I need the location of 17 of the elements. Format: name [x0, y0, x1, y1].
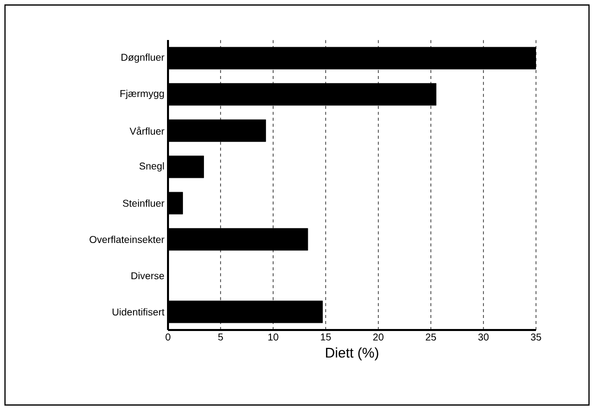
x-tick-label: 25: [426, 334, 436, 341]
y-tick-label: Overflateinsekter: [90, 236, 164, 244]
y-tick-label: Steinfluer: [122, 199, 164, 207]
x-tick-label: 35: [530, 334, 542, 341]
x-axis-title: Diett (%): [326, 347, 378, 360]
x-tick-label: 10: [268, 334, 278, 341]
y-tick-label: Fjærmygg: [120, 90, 164, 100]
y-tick-label: Uidentifisert: [112, 308, 164, 316]
x-tick-label: 5: [218, 334, 223, 340]
x-tick-label: 30: [478, 334, 489, 341]
x-tick-label: 15: [320, 334, 331, 340]
x-tick-label: 0: [166, 334, 170, 341]
y-tick-label: Diverse: [132, 272, 164, 280]
x-tick-label: 20: [373, 334, 384, 341]
y-tick-label: Døgnfluer: [122, 53, 164, 63]
y-tick-label: Vårfluer: [130, 126, 164, 135]
y-tick-label: Snegl: [139, 162, 164, 172]
